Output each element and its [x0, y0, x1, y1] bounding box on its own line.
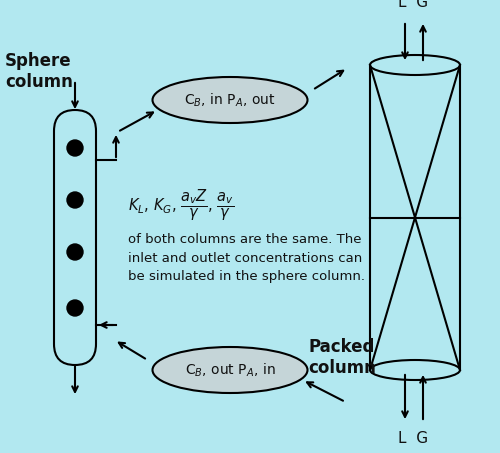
Circle shape [67, 244, 83, 260]
Circle shape [67, 192, 83, 208]
Text: L  G: L G [398, 431, 428, 446]
Text: C$_{B}$, in P$_{A}$, out: C$_{B}$, in P$_{A}$, out [184, 92, 276, 109]
Text: L  G: L G [398, 0, 428, 10]
Text: C$_{B}$, out P$_{A}$, in: C$_{B}$, out P$_{A}$, in [184, 361, 276, 379]
Text: Packed
column: Packed column [308, 338, 376, 377]
Ellipse shape [152, 77, 308, 123]
Text: $K_L$, $K_G$, $\dfrac{a_v Z}{\gamma}$, $\dfrac{a_v}{\gamma}$: $K_L$, $K_G$, $\dfrac{a_v Z}{\gamma}$, $… [128, 188, 234, 223]
Text: of both columns are the same. The
inlet and outlet concentrations can
be simulat: of both columns are the same. The inlet … [128, 233, 365, 283]
Circle shape [67, 300, 83, 316]
Circle shape [67, 140, 83, 156]
Text: Sphere
column: Sphere column [5, 52, 73, 91]
Ellipse shape [152, 347, 308, 393]
